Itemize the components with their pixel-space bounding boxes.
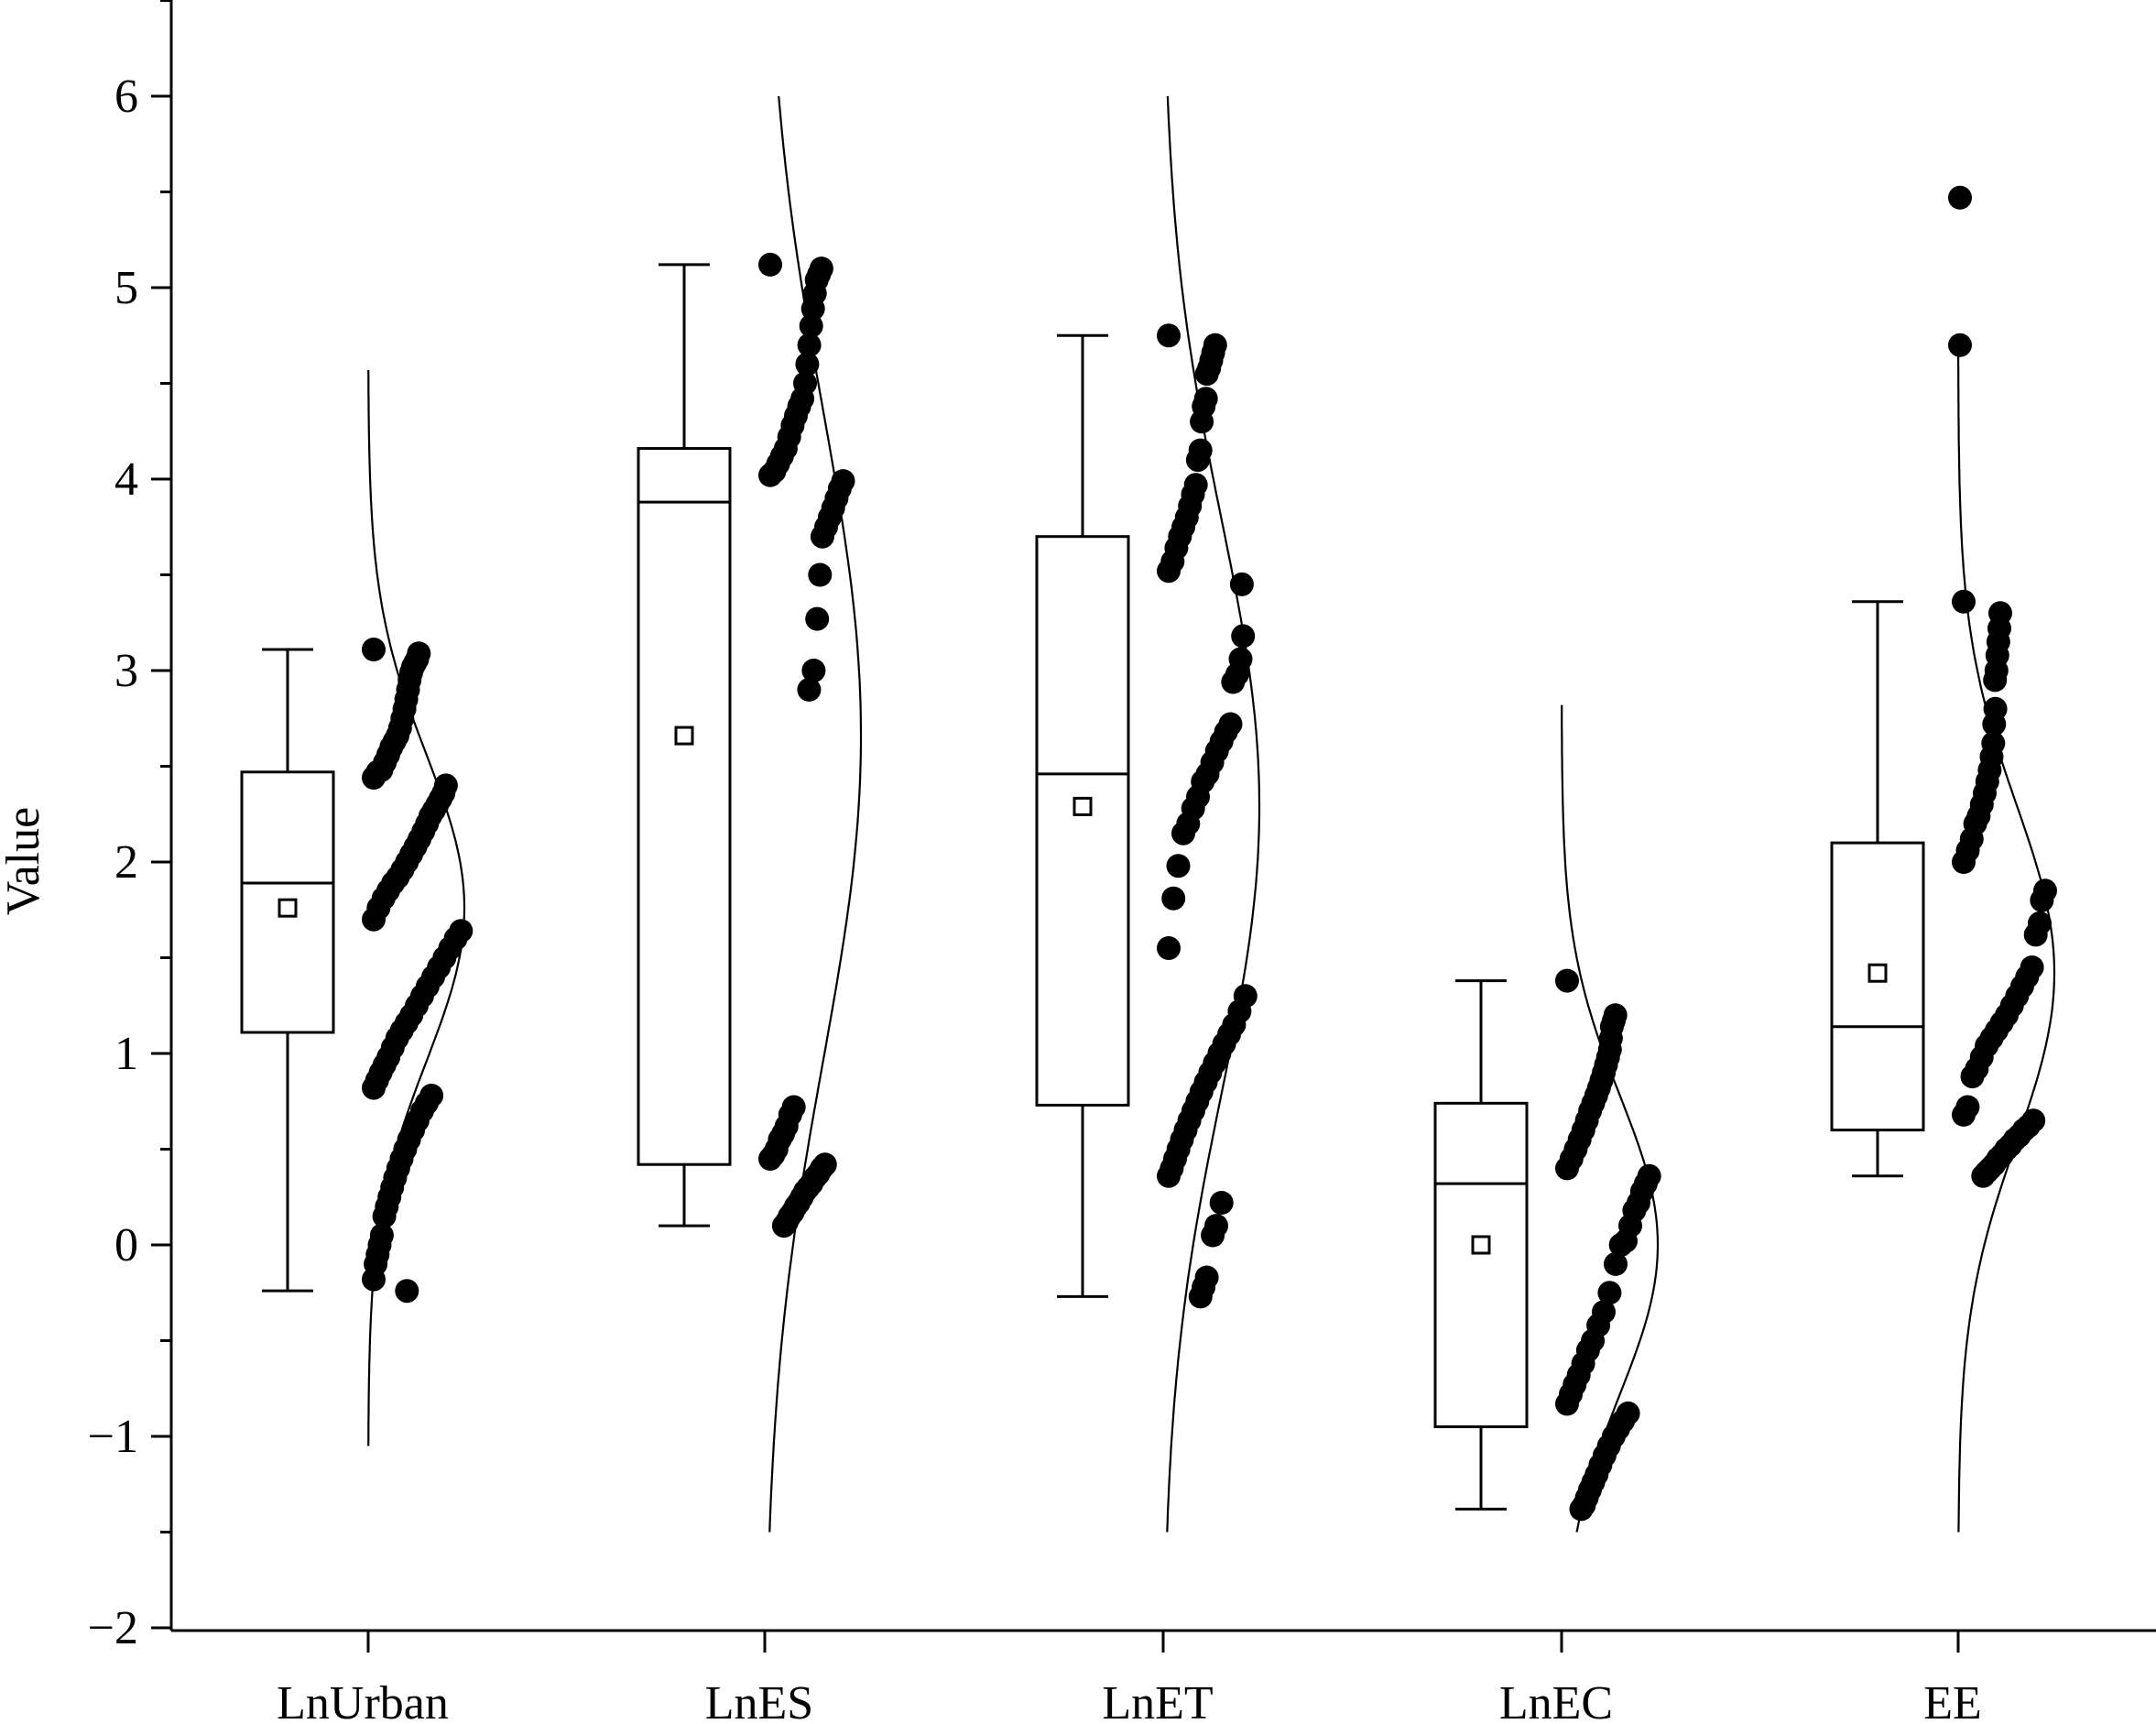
data-point-LnET [1157, 559, 1181, 584]
data-point-LnES [799, 313, 823, 338]
x-tick-label: LnET [1102, 1677, 1213, 1724]
data-point-LnUrban [362, 907, 386, 932]
y-tick-label: 3 [114, 645, 138, 697]
mean-marker [1867, 963, 1888, 983]
data-point-LnET [1171, 821, 1195, 846]
labels: −2 −1 0 1 2 3 4 5 6 LnUrban LnES LnET LnEC EE [88, 71, 1982, 1724]
data-point-LnES [795, 352, 820, 376]
data-point-LnET [1185, 448, 1210, 473]
data-point-LnEC [1555, 1156, 1579, 1181]
y-tick-label: 2 [114, 836, 138, 889]
box-EE [1830, 600, 1925, 1178]
boxes [240, 263, 1925, 1511]
y-tick-label: 6 [114, 71, 138, 123]
data-point-LnES [801, 659, 826, 682]
box-LnEC [1433, 979, 1529, 1511]
box-LnES [637, 263, 732, 1228]
x-tick-label: LnEC [1499, 1677, 1613, 1724]
data-point-LnET [1188, 1284, 1213, 1309]
data-point-LnUrban [362, 1267, 386, 1292]
data-point-LnES [810, 524, 834, 549]
data-point-EE [1982, 712, 2007, 737]
box-body [1035, 535, 1130, 1107]
data-point-LnEC [1569, 1497, 1594, 1522]
outlier-point [1948, 333, 1972, 357]
data-point-LnEC [1597, 1281, 1622, 1305]
data-point-EE [1960, 1064, 1985, 1089]
data-point-LnET [1190, 409, 1214, 434]
distribution-curves [367, 95, 2056, 1533]
data-point-LnET [1231, 624, 1256, 649]
y-tick-label: −1 [88, 1411, 138, 1463]
data-points [362, 185, 2057, 1522]
x-tick-label: LnUrban [277, 1677, 449, 1724]
data-point-LnES [808, 562, 833, 587]
data-point-LnUrban [395, 1279, 419, 1304]
data-point-EE [1952, 850, 1976, 874]
data-point-EE [2030, 888, 2054, 912]
mean-marker [674, 726, 694, 746]
mean-marker [1073, 796, 1093, 816]
data-point-LnES [797, 333, 822, 357]
data-point-EE [1983, 668, 2008, 693]
y-tick-label: −2 [88, 1602, 138, 1654]
data-point-LnUrban [372, 1204, 397, 1228]
data-point-LnET [1157, 1163, 1181, 1188]
box-body [637, 447, 732, 1166]
data-point-LnES [758, 252, 782, 277]
y-axis-title: Value [0, 807, 49, 915]
data-point-LnET [1157, 936, 1181, 960]
data-point-EE [1952, 1102, 1976, 1127]
data-point-LnES [758, 463, 782, 487]
y-tick-label: 4 [114, 453, 138, 506]
box-body [1830, 841, 1925, 1132]
data-point-LnUrban [362, 766, 386, 790]
box-body [1433, 1101, 1529, 1429]
box-LnET [1035, 333, 1130, 1298]
data-point-LnUrban [362, 1075, 386, 1100]
mean-marker [278, 898, 298, 918]
data-point-LnEC [1555, 968, 1579, 993]
data-point-LnET [1209, 1191, 1234, 1215]
x-tick-label: EE [1923, 1677, 1982, 1724]
data-point-LnET [1201, 1223, 1225, 1248]
data-point-LnES [805, 606, 830, 631]
data-point-LnET [1221, 670, 1246, 694]
x-tick-label: LnES [705, 1677, 813, 1724]
mean-marker [1471, 1235, 1491, 1255]
data-point-LnEC [1608, 1233, 1633, 1257]
axes [151, 0, 2156, 1653]
distribution-curve-LnEC [1561, 704, 1660, 1533]
data-point-LnET [1194, 362, 1219, 387]
data-point-LnET [1229, 572, 1254, 596]
data-point-LnET [1157, 323, 1181, 348]
data-point-LnET [1166, 854, 1191, 878]
data-point-LnES [758, 1147, 782, 1171]
data-point-EE [1971, 1163, 1996, 1188]
data-point-EE [1952, 589, 1976, 614]
y-tick-label: 0 [114, 1219, 138, 1271]
data-point-LnEC [1604, 1251, 1628, 1276]
box-LnUrban [240, 648, 335, 1293]
data-point-LnEC [1555, 1391, 1579, 1416]
outlier-point [1948, 185, 1972, 210]
y-tick-label: 5 [114, 262, 138, 314]
distribution-curve-LnET [1166, 95, 1261, 1533]
data-point-LnUrban [362, 638, 386, 661]
data-point-LnES [797, 677, 822, 702]
data-point-LnET [1161, 886, 1186, 911]
data-point-EE [2023, 922, 2048, 947]
y-tick-label: 1 [114, 1028, 138, 1080]
distribution-curve-EE [1957, 355, 2056, 1533]
data-point-LnES [771, 1214, 796, 1238]
data-point-LnES [800, 297, 825, 321]
